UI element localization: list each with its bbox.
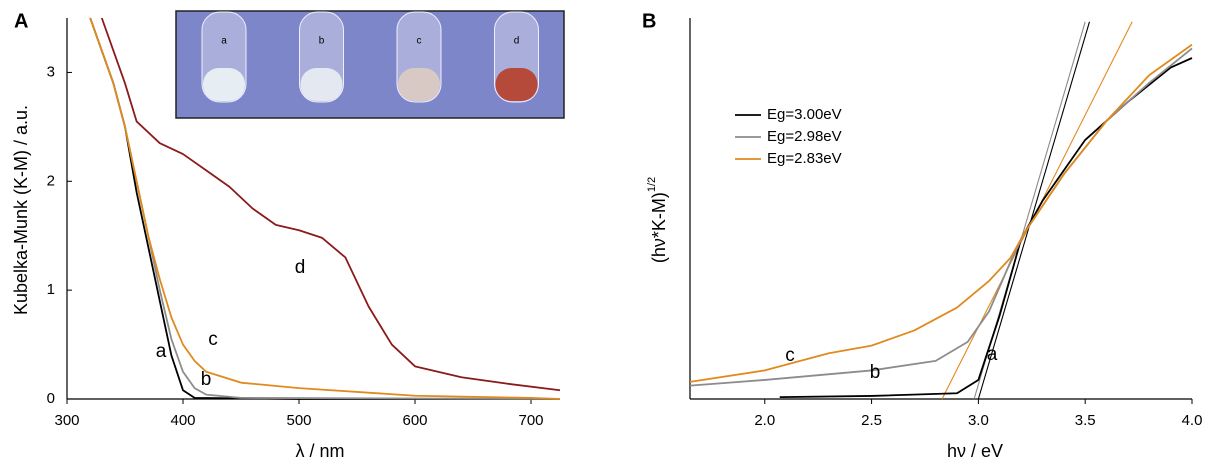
curve-label: c bbox=[785, 345, 795, 366]
curve-label: b bbox=[201, 369, 212, 390]
legend-label: Eg=2.98eV bbox=[767, 128, 842, 145]
tangent-line bbox=[977, 21, 1090, 400]
x-tick-label: 2.5 bbox=[861, 412, 882, 429]
y-tick-label: 2 bbox=[47, 172, 55, 189]
curve-label: d bbox=[295, 257, 306, 278]
panel-label: A bbox=[14, 10, 28, 32]
panel-label: B bbox=[642, 10, 656, 32]
x-axis-label: hν / eV bbox=[947, 441, 1003, 461]
y-tick-label: 3 bbox=[47, 63, 55, 80]
inset-label: d bbox=[514, 36, 520, 47]
x-axis-label: λ / nm bbox=[295, 441, 344, 461]
powder bbox=[300, 68, 343, 101]
curve-label: c bbox=[208, 329, 218, 350]
x-tick-label: 2.0 bbox=[754, 412, 775, 429]
curve-label: a bbox=[987, 344, 998, 365]
inset-label: b bbox=[319, 36, 325, 47]
x-tick-label: 500 bbox=[286, 412, 311, 429]
x-tick-label: 700 bbox=[518, 412, 543, 429]
x-tick-label: 600 bbox=[402, 412, 427, 429]
y-axis-label-text: Kubelka-Munk (K-M) / a.u. bbox=[11, 105, 31, 315]
y-tick-label: 0 bbox=[47, 390, 55, 407]
powder bbox=[495, 68, 538, 101]
data-line bbox=[689, 47, 1193, 387]
x-tick-label: 3.0 bbox=[968, 412, 989, 429]
y-axis-label: (hν*K-M)1/2 bbox=[646, 177, 669, 263]
powder bbox=[398, 68, 440, 101]
legend-label: Eg=3.00eV bbox=[767, 106, 842, 123]
inset-label: c bbox=[417, 36, 422, 47]
legend-label: Eg=2.83eV bbox=[767, 150, 842, 167]
curve-label: b bbox=[870, 362, 881, 383]
data-line bbox=[89, 17, 561, 400]
y-tick-label: 1 bbox=[47, 281, 55, 298]
data-line bbox=[689, 43, 1193, 383]
x-tick-label: 400 bbox=[170, 412, 195, 429]
x-tick-label: 3.5 bbox=[1075, 412, 1096, 429]
y-axis-label-superscript: 1/2 bbox=[646, 177, 658, 192]
x-tick-label: 300 bbox=[54, 412, 79, 429]
data-line bbox=[100, 17, 561, 392]
powder bbox=[203, 68, 245, 101]
y-axis-label-text: (hν*K-M) bbox=[649, 192, 669, 263]
y-axis-label: Kubelka-Munk (K-M) / a.u. bbox=[11, 105, 31, 315]
x-tick-label: 4.0 bbox=[1182, 412, 1203, 429]
inset-label: a bbox=[221, 36, 227, 47]
curve-label: a bbox=[156, 341, 167, 362]
